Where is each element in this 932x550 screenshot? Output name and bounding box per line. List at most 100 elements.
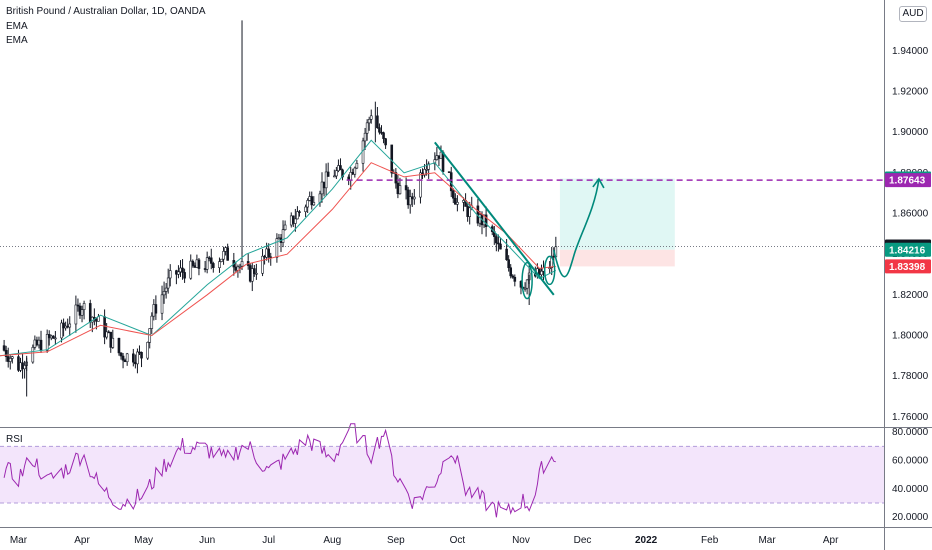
candle-body <box>152 304 156 317</box>
candle-body <box>6 356 10 362</box>
candle-body <box>35 339 39 346</box>
candle-body <box>212 263 215 268</box>
loss-zone <box>559 249 675 267</box>
indicator-ema-1[interactable]: EMA <box>6 21 28 32</box>
price-pane[interactable] <box>0 20 884 397</box>
candle-body <box>413 196 416 200</box>
price-tag-stop <box>885 259 931 274</box>
candle-body <box>88 303 92 323</box>
candle-body <box>74 304 78 325</box>
candle-body <box>195 259 199 268</box>
candle-body <box>511 275 515 278</box>
time-tick-label: Mar <box>10 535 28 546</box>
candle-body <box>495 236 498 244</box>
time-tick-label: 2022 <box>635 535 658 546</box>
profit-zone <box>559 178 675 250</box>
candle-body <box>304 206 307 213</box>
candle-body <box>326 171 330 177</box>
candle-body <box>218 261 221 268</box>
price-tick-label: 1.78000 <box>892 371 929 382</box>
candle-body <box>294 218 297 224</box>
candle-body <box>31 347 35 363</box>
candle-body <box>136 351 139 365</box>
candle-body <box>154 304 158 314</box>
candle-body <box>408 196 412 206</box>
rsi-pane[interactable] <box>0 423 884 518</box>
candle-body <box>349 172 353 181</box>
candle-body <box>523 287 527 290</box>
candle-body <box>121 355 125 361</box>
candle-body <box>369 115 373 120</box>
candle-body <box>324 171 328 189</box>
candle-body <box>335 170 338 177</box>
candle-body <box>162 291 166 296</box>
rsi-tick-label: 40.0000 <box>892 484 929 495</box>
time-tick-label: Dec <box>574 535 592 546</box>
candle-body <box>255 272 258 275</box>
time-tick-label: Aug <box>323 535 341 546</box>
breakout-ellipse-1 <box>521 261 533 300</box>
candle-body <box>261 255 264 274</box>
candle-body <box>109 331 113 348</box>
candle-body <box>150 315 154 329</box>
candle-body <box>8 358 12 362</box>
rsi-line <box>3 423 556 518</box>
time-tick-label: May <box>134 535 153 546</box>
candle-body <box>205 257 209 270</box>
candle-body <box>439 151 443 159</box>
candle-body <box>398 185 402 195</box>
candle-body <box>435 155 439 160</box>
candle-body <box>248 265 252 282</box>
candle-body <box>538 268 541 276</box>
candle-body <box>183 272 186 279</box>
candle-body <box>384 138 387 146</box>
candle-body <box>550 255 554 269</box>
candle-body <box>125 353 129 363</box>
candle-body <box>339 165 342 171</box>
candle-body <box>105 331 108 338</box>
candle-body <box>123 359 127 363</box>
candle-body <box>166 277 170 289</box>
candle-body <box>4 350 8 357</box>
candle-body <box>68 323 72 328</box>
candle-body <box>296 211 299 220</box>
candle-body <box>433 159 437 165</box>
candle-body <box>224 247 227 252</box>
candle-body <box>117 337 121 354</box>
candle-body <box>312 202 316 206</box>
candle-body <box>111 337 115 348</box>
candle-body <box>484 214 488 227</box>
candle-body <box>160 294 164 314</box>
candle-body <box>404 185 408 191</box>
candle-body <box>234 266 238 271</box>
candle-body <box>66 325 69 328</box>
candle-body <box>353 167 357 175</box>
candle-body <box>499 243 502 250</box>
candle-body <box>263 255 266 258</box>
candles <box>2 20 558 397</box>
time-tick-label: Apr <box>823 535 839 546</box>
currency-badge[interactable]: AUD <box>899 6 927 22</box>
time-tick-label: Jul <box>262 535 275 546</box>
candle-body <box>298 211 301 213</box>
candle-body <box>49 335 53 339</box>
candle-body <box>306 200 309 208</box>
candle-body <box>39 339 43 351</box>
projection-arrow <box>553 178 600 278</box>
candle-body <box>419 172 422 198</box>
candle-body <box>265 248 268 258</box>
candle-body <box>365 122 369 134</box>
indicator-ema-2[interactable]: EMA <box>6 35 28 46</box>
candle-body <box>289 215 293 226</box>
candle-body <box>197 259 201 269</box>
candle-body <box>2 345 6 351</box>
candle-body <box>175 270 178 275</box>
candle-body <box>406 189 410 206</box>
price-tag-entry <box>885 242 931 257</box>
symbol-title: British Pound / Australian Dollar, 1D, O… <box>6 6 206 17</box>
candle-body <box>468 207 471 217</box>
candle-body <box>548 267 551 270</box>
candle-body <box>509 267 513 277</box>
rsi-tick-label: 60.0000 <box>892 456 929 467</box>
